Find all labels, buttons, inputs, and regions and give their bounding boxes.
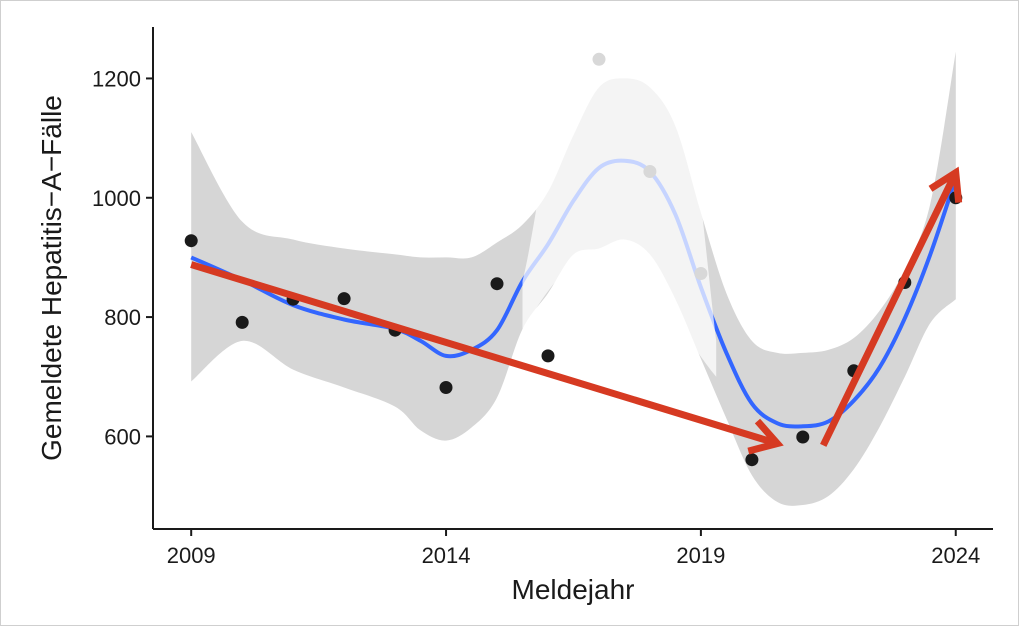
highlight-overlay <box>522 21 717 377</box>
y-tick-label: 800 <box>104 305 141 330</box>
data-point <box>235 315 249 329</box>
y-tick-label: 600 <box>104 424 141 449</box>
data-point <box>694 267 708 280</box>
x-tick-label: 2024 <box>931 543 980 568</box>
y-axis-title: Gemeldete Hepatitis−A−Fälle <box>36 95 67 461</box>
data-point <box>337 292 351 306</box>
y-tick-label: 1200 <box>92 66 141 91</box>
y-tick-label: 1000 <box>92 186 141 211</box>
data-point <box>643 165 657 178</box>
data-point <box>592 52 606 66</box>
data-point <box>541 349 555 363</box>
x-tick-label: 2009 <box>167 543 216 568</box>
x-tick-label: 2019 <box>676 543 725 568</box>
data-point <box>796 430 810 444</box>
x-tick-label: 2014 <box>422 543 471 568</box>
data-point <box>184 234 198 248</box>
confidence-band <box>191 51 956 506</box>
x-axis-title: Meldejahr <box>512 574 635 605</box>
data-point <box>745 453 759 467</box>
trend-arrow <box>190 261 784 455</box>
data-point <box>490 277 504 291</box>
trend-arrow <box>820 166 963 447</box>
data-point <box>439 381 453 394</box>
